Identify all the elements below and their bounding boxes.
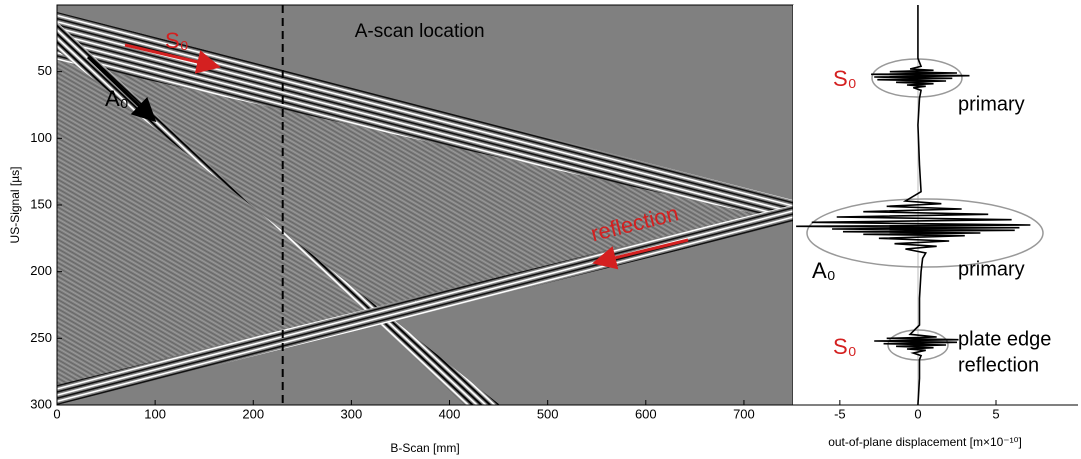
- annotation: primary: [958, 258, 1025, 280]
- annotation: A₀: [812, 258, 836, 283]
- highlight-ellipse: [871, 58, 963, 98]
- y-tick-label: 100: [30, 130, 52, 145]
- y-tick-label: 150: [30, 196, 52, 211]
- x-tick-label: 200: [242, 406, 264, 421]
- annotation: A-scan location: [355, 21, 485, 42]
- x-tick-label: 500: [537, 406, 559, 421]
- s0-band: [57, 12, 793, 222]
- x-tick-label: 300: [341, 406, 363, 421]
- y-tick-label: 300: [30, 396, 52, 411]
- x-tick-label: -5: [834, 406, 846, 421]
- y-tick-label: 200: [30, 263, 52, 278]
- wave-texture: [57, 40, 793, 395]
- annotation: plate edge: [958, 328, 1051, 350]
- highlight-ellipse: [806, 198, 1044, 268]
- x-tick-label: 600: [635, 406, 657, 421]
- annotation: A₀: [105, 86, 129, 111]
- annotation: primary: [958, 93, 1025, 115]
- annotation: S₀: [833, 66, 857, 91]
- b-scan-image: [56, 4, 794, 406]
- x-tick-label: 5: [992, 406, 999, 421]
- x-axis-label: B-Scan [mm]: [390, 441, 459, 455]
- panel-background: [793, 5, 1078, 405]
- x-tick-label: 100: [144, 406, 166, 421]
- highlight-ellipse: [887, 329, 949, 361]
- x-axis-label: out-of-plane displacement [m×10⁻¹⁰]: [828, 435, 1022, 449]
- x-tick-label: 700: [733, 406, 755, 421]
- annotation: reflection: [958, 354, 1039, 376]
- y-tick-label: 250: [30, 330, 52, 345]
- annotation: S₀: [165, 28, 189, 53]
- x-tick-label: 0: [53, 406, 60, 421]
- y-tick-label: 50: [38, 63, 52, 78]
- annotation: S₀: [833, 334, 857, 359]
- x-tick-label: 0: [914, 406, 921, 421]
- y-axis-label: US-Signal [µs]: [8, 167, 22, 244]
- x-tick-label: 400: [439, 406, 461, 421]
- a-scan-panel: [793, 5, 1078, 406]
- a0-arrow: [86, 55, 157, 123]
- reflection-arrow: [592, 238, 689, 270]
- s0-arrow: [124, 43, 221, 74]
